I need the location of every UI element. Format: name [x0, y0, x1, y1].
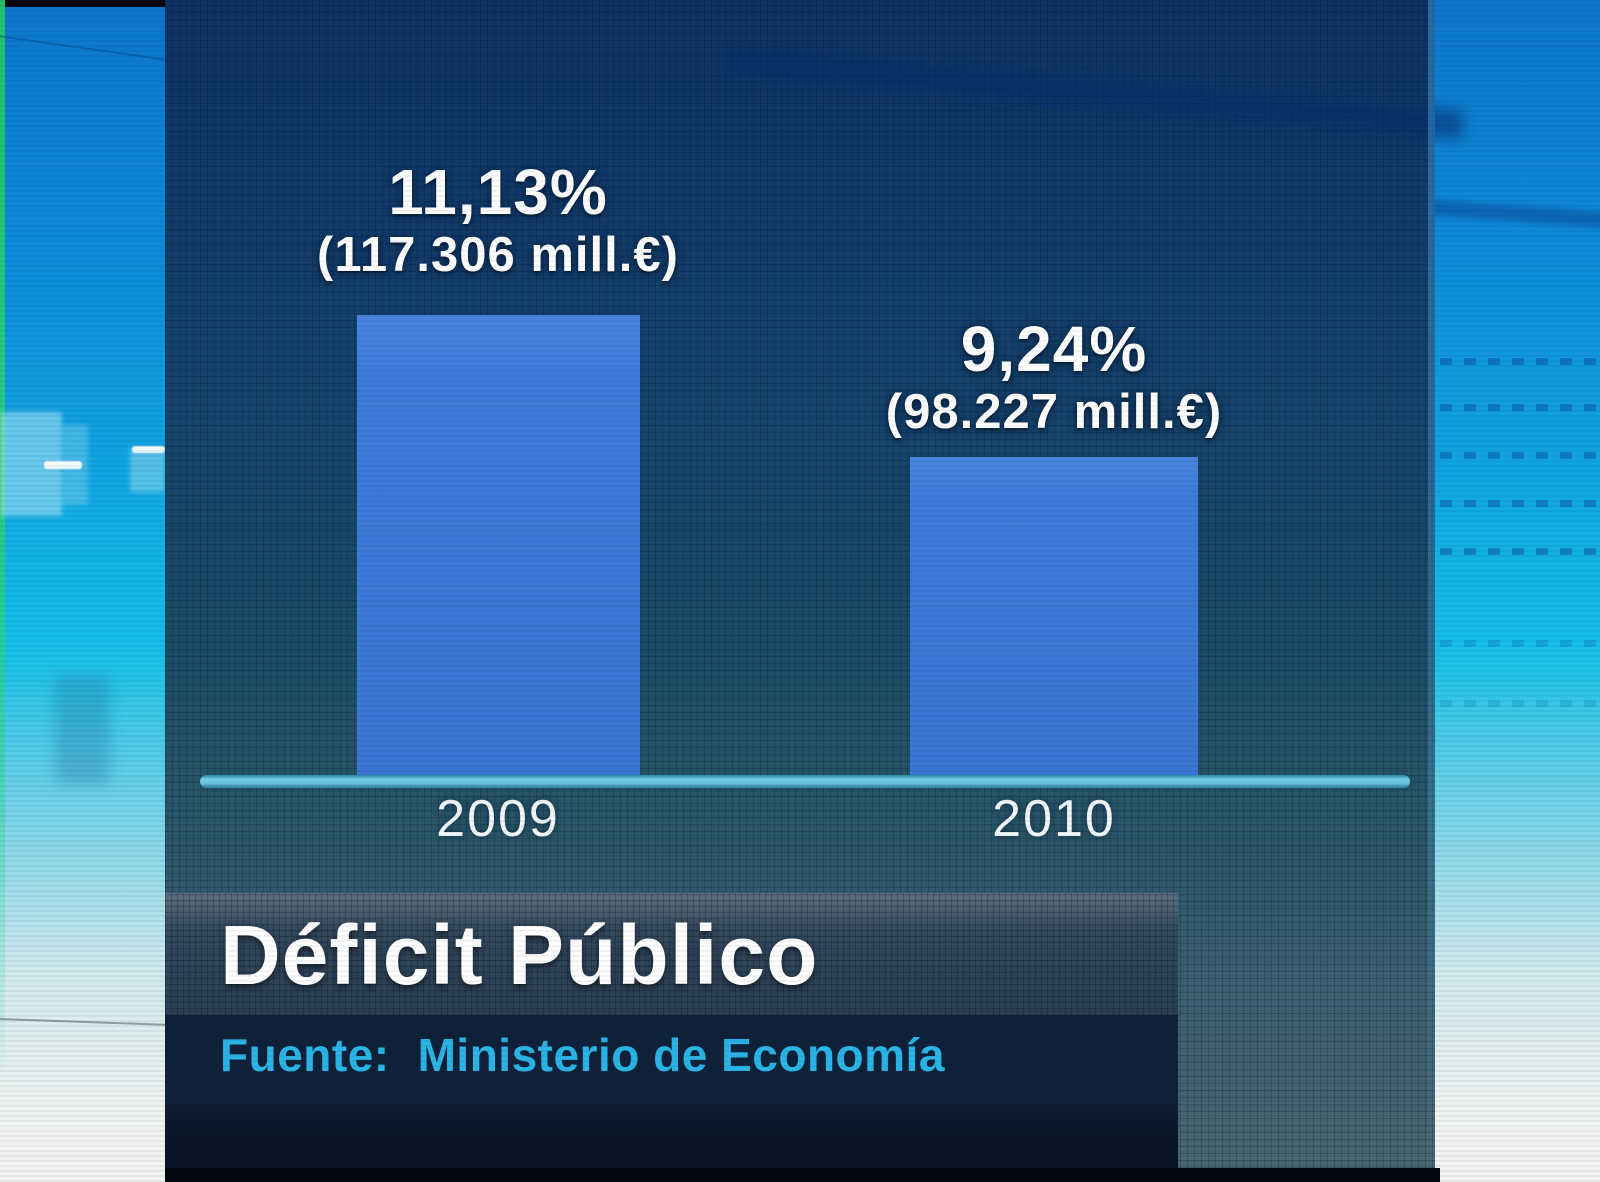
lower-third-source-band: Fuente: Ministerio de Economía — [165, 1015, 1178, 1103]
background-dotted-line — [1440, 640, 1600, 647]
bar-label-group-2010: 9,24% (98.227 mill.€) — [804, 313, 1304, 440]
bar-label-group-2009: 11,13% (117.306 mill.€) — [248, 156, 748, 283]
background-dotted-line — [1440, 500, 1600, 507]
panel-right-edge — [1428, 0, 1435, 1182]
amount-label-2010: (98.227 mill.€) — [885, 385, 1223, 440]
background-white-dash — [132, 446, 165, 453]
pct-label-2010: 9,24% — [960, 313, 1148, 385]
left-green-edge — [0, 0, 5, 1182]
background-dotted-line — [1440, 548, 1600, 555]
background-diagonal-streak — [1427, 199, 1600, 229]
background-light-box — [130, 448, 165, 492]
source-label: Fuente: — [220, 1029, 390, 1081]
background-dotted-line — [1440, 358, 1600, 365]
lower-third-title-band: Déficit Público — [165, 893, 1178, 1015]
background-dotted-line — [1440, 404, 1600, 411]
background-white-dash — [44, 461, 82, 469]
chart-title: Déficit Público — [220, 908, 819, 1002]
background-smudge — [55, 675, 110, 785]
panel-diagonal-streak — [725, 45, 1465, 141]
background-gray-line — [0, 1018, 168, 1026]
x-axis-baseline — [200, 775, 1410, 788]
pct-label-2009: 11,13% — [388, 156, 608, 228]
amount-label-2009: (117.306 mill.€) — [317, 228, 679, 283]
bottom-black-strip — [165, 1168, 1440, 1182]
background-dotted-line — [1440, 700, 1600, 707]
bar-2010 — [910, 457, 1198, 776]
x-tick-label-2010: 2010 — [992, 790, 1116, 848]
x-tick-label-2009: 2009 — [436, 790, 560, 848]
bar-2009 — [357, 315, 640, 776]
source-line: Fuente: Ministerio de Economía — [220, 1028, 945, 1082]
background-diagonal-line — [0, 34, 189, 64]
background-dotted-line — [1440, 452, 1600, 459]
source-value: Ministerio de Economía — [417, 1029, 945, 1081]
chart-panel: 11,13% (117.306 mill.€) 9,24% (98.227 mi… — [165, 0, 1465, 1182]
